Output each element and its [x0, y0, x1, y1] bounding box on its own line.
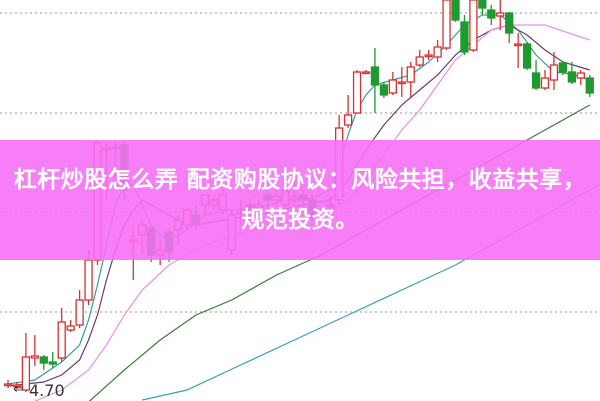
candle-body [514, 43, 523, 47]
candle-body [558, 62, 568, 73]
candle-body [397, 81, 406, 85]
candle-body [361, 71, 371, 75]
candle-body [576, 72, 585, 79]
candle-body [487, 9, 496, 19]
candle-body [379, 84, 389, 96]
candle-body [66, 325, 75, 331]
candle-body [460, 21, 469, 53]
price-label: 4.70 [29, 381, 65, 400]
candle-body [75, 299, 84, 326]
candle-body [540, 77, 550, 89]
candle-body [531, 72, 541, 89]
candle-body [505, 12, 514, 34]
candle-body [3, 383, 13, 387]
candle-body [343, 114, 353, 126]
price-arrow-icon: ⇐ [13, 381, 24, 396]
banner-title: 杠杆炒股怎么弄 配资购股协议：风险共担，收益共享，规范投资。 [13, 167, 587, 233]
candle-body [352, 71, 362, 114]
candle-body [30, 355, 40, 359]
candle-body [567, 71, 576, 83]
candle-body [406, 66, 415, 83]
candle-body [496, 12, 505, 17]
candle-body [21, 356, 31, 391]
candle-body [585, 77, 594, 94]
candle-body [478, 0, 487, 9]
candle-body [370, 66, 380, 86]
candle-body [39, 356, 48, 364]
candle-body [12, 384, 22, 388]
candle-body [424, 54, 433, 58]
candle-body [84, 259, 93, 301]
candle-body [57, 321, 66, 359]
candle-body [469, 0, 478, 51]
candle-body [433, 46, 442, 58]
candle-body [451, 0, 460, 21]
candle-body [415, 56, 424, 66]
title-banner: 杠杆炒股怎么弄 配资购股协议：风险共担，收益共享，规范投资。 [0, 140, 600, 260]
candle-body [48, 361, 57, 365]
candle-body [442, 0, 451, 49]
candle-body [549, 64, 559, 81]
candle-body [388, 79, 398, 94]
candle-body [522, 43, 532, 69]
